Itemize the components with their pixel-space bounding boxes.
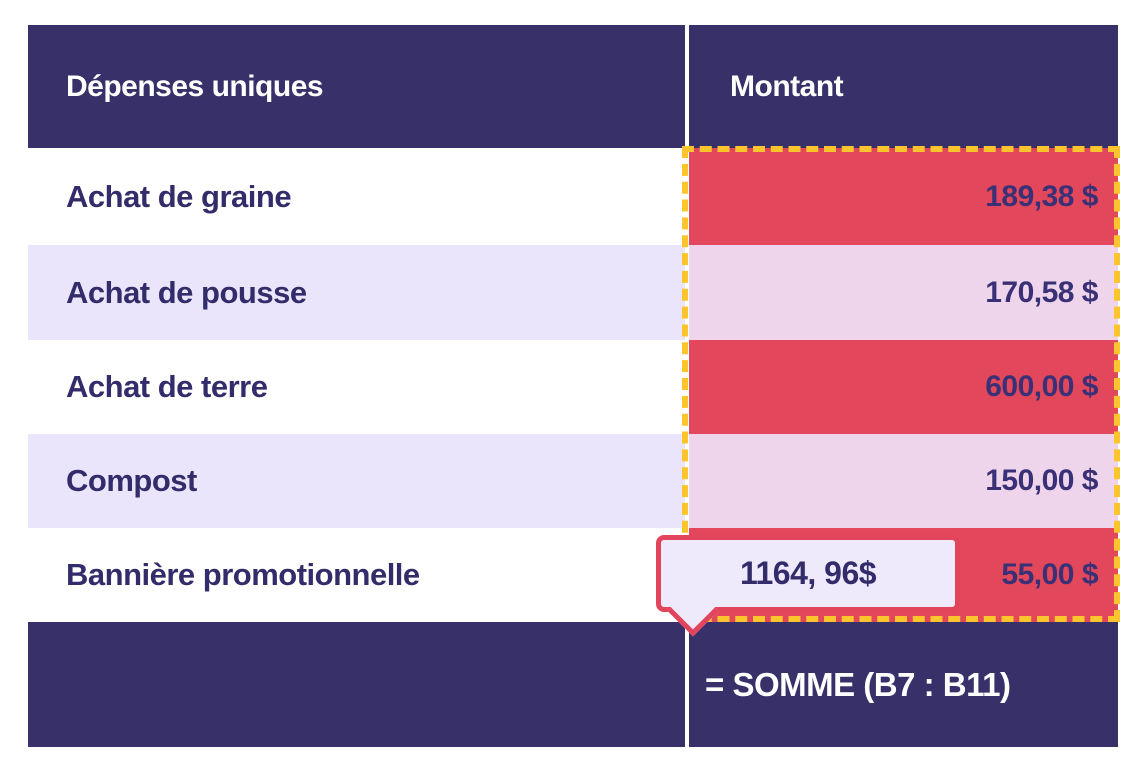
expense-cell-compost[interactable]: Compost: [28, 434, 685, 528]
amount-value: 170,58 $: [985, 275, 1098, 309]
column-header-expenses: Dépenses uniques: [28, 25, 685, 148]
expense-cell-banniere-promotionnelle[interactable]: Bannière promotionnelle: [28, 528, 685, 622]
column-header-amount: Montant: [689, 25, 1118, 148]
sum-result-value: 1164, 96$: [739, 555, 877, 591]
amount-cell-achat-de-terre[interactable]: 600,00 $: [689, 340, 1118, 434]
amount-cell-achat-de-pousse[interactable]: 170,58 $: [689, 245, 1118, 340]
sum-result-tooltip: 1164, 96$: [656, 535, 960, 637]
expense-label: Achat de terre: [66, 369, 268, 404]
expense-cell-achat-de-pousse[interactable]: Achat de pousse: [28, 245, 685, 340]
expense-label: Bannière promotionnelle: [66, 557, 420, 592]
amount-value: 150,00 $: [985, 464, 1098, 497]
column-header-expenses-label: Dépenses uniques: [66, 69, 324, 103]
expense-cell-achat-de-graine[interactable]: Achat de graine: [28, 148, 685, 245]
expenses-table: Dépenses uniques Montant Achat de graine…: [28, 25, 1118, 747]
expense-label: Achat de graine: [66, 178, 292, 214]
expense-label: Compost: [66, 463, 197, 498]
column-header-amount-label: Montant: [730, 69, 844, 103]
column-divider: [685, 25, 689, 747]
amount-cell-compost[interactable]: 150,00 $: [689, 434, 1118, 528]
sum-formula-cell[interactable]: = SOMME (B7 : B11): [689, 622, 1118, 747]
amount-value: 55,00 $: [1001, 558, 1098, 591]
sum-formula-text: = SOMME (B7 : B11): [705, 665, 1011, 703]
footer-empty-cell: [28, 622, 685, 747]
expense-cell-achat-de-terre[interactable]: Achat de terre: [28, 340, 685, 434]
amount-cell-achat-de-graine[interactable]: 189,38 $: [689, 148, 1118, 245]
expense-label: Achat de pousse: [66, 274, 307, 310]
amount-value: 600,00 $: [985, 370, 1098, 403]
amount-value: 189,38 $: [985, 179, 1098, 213]
